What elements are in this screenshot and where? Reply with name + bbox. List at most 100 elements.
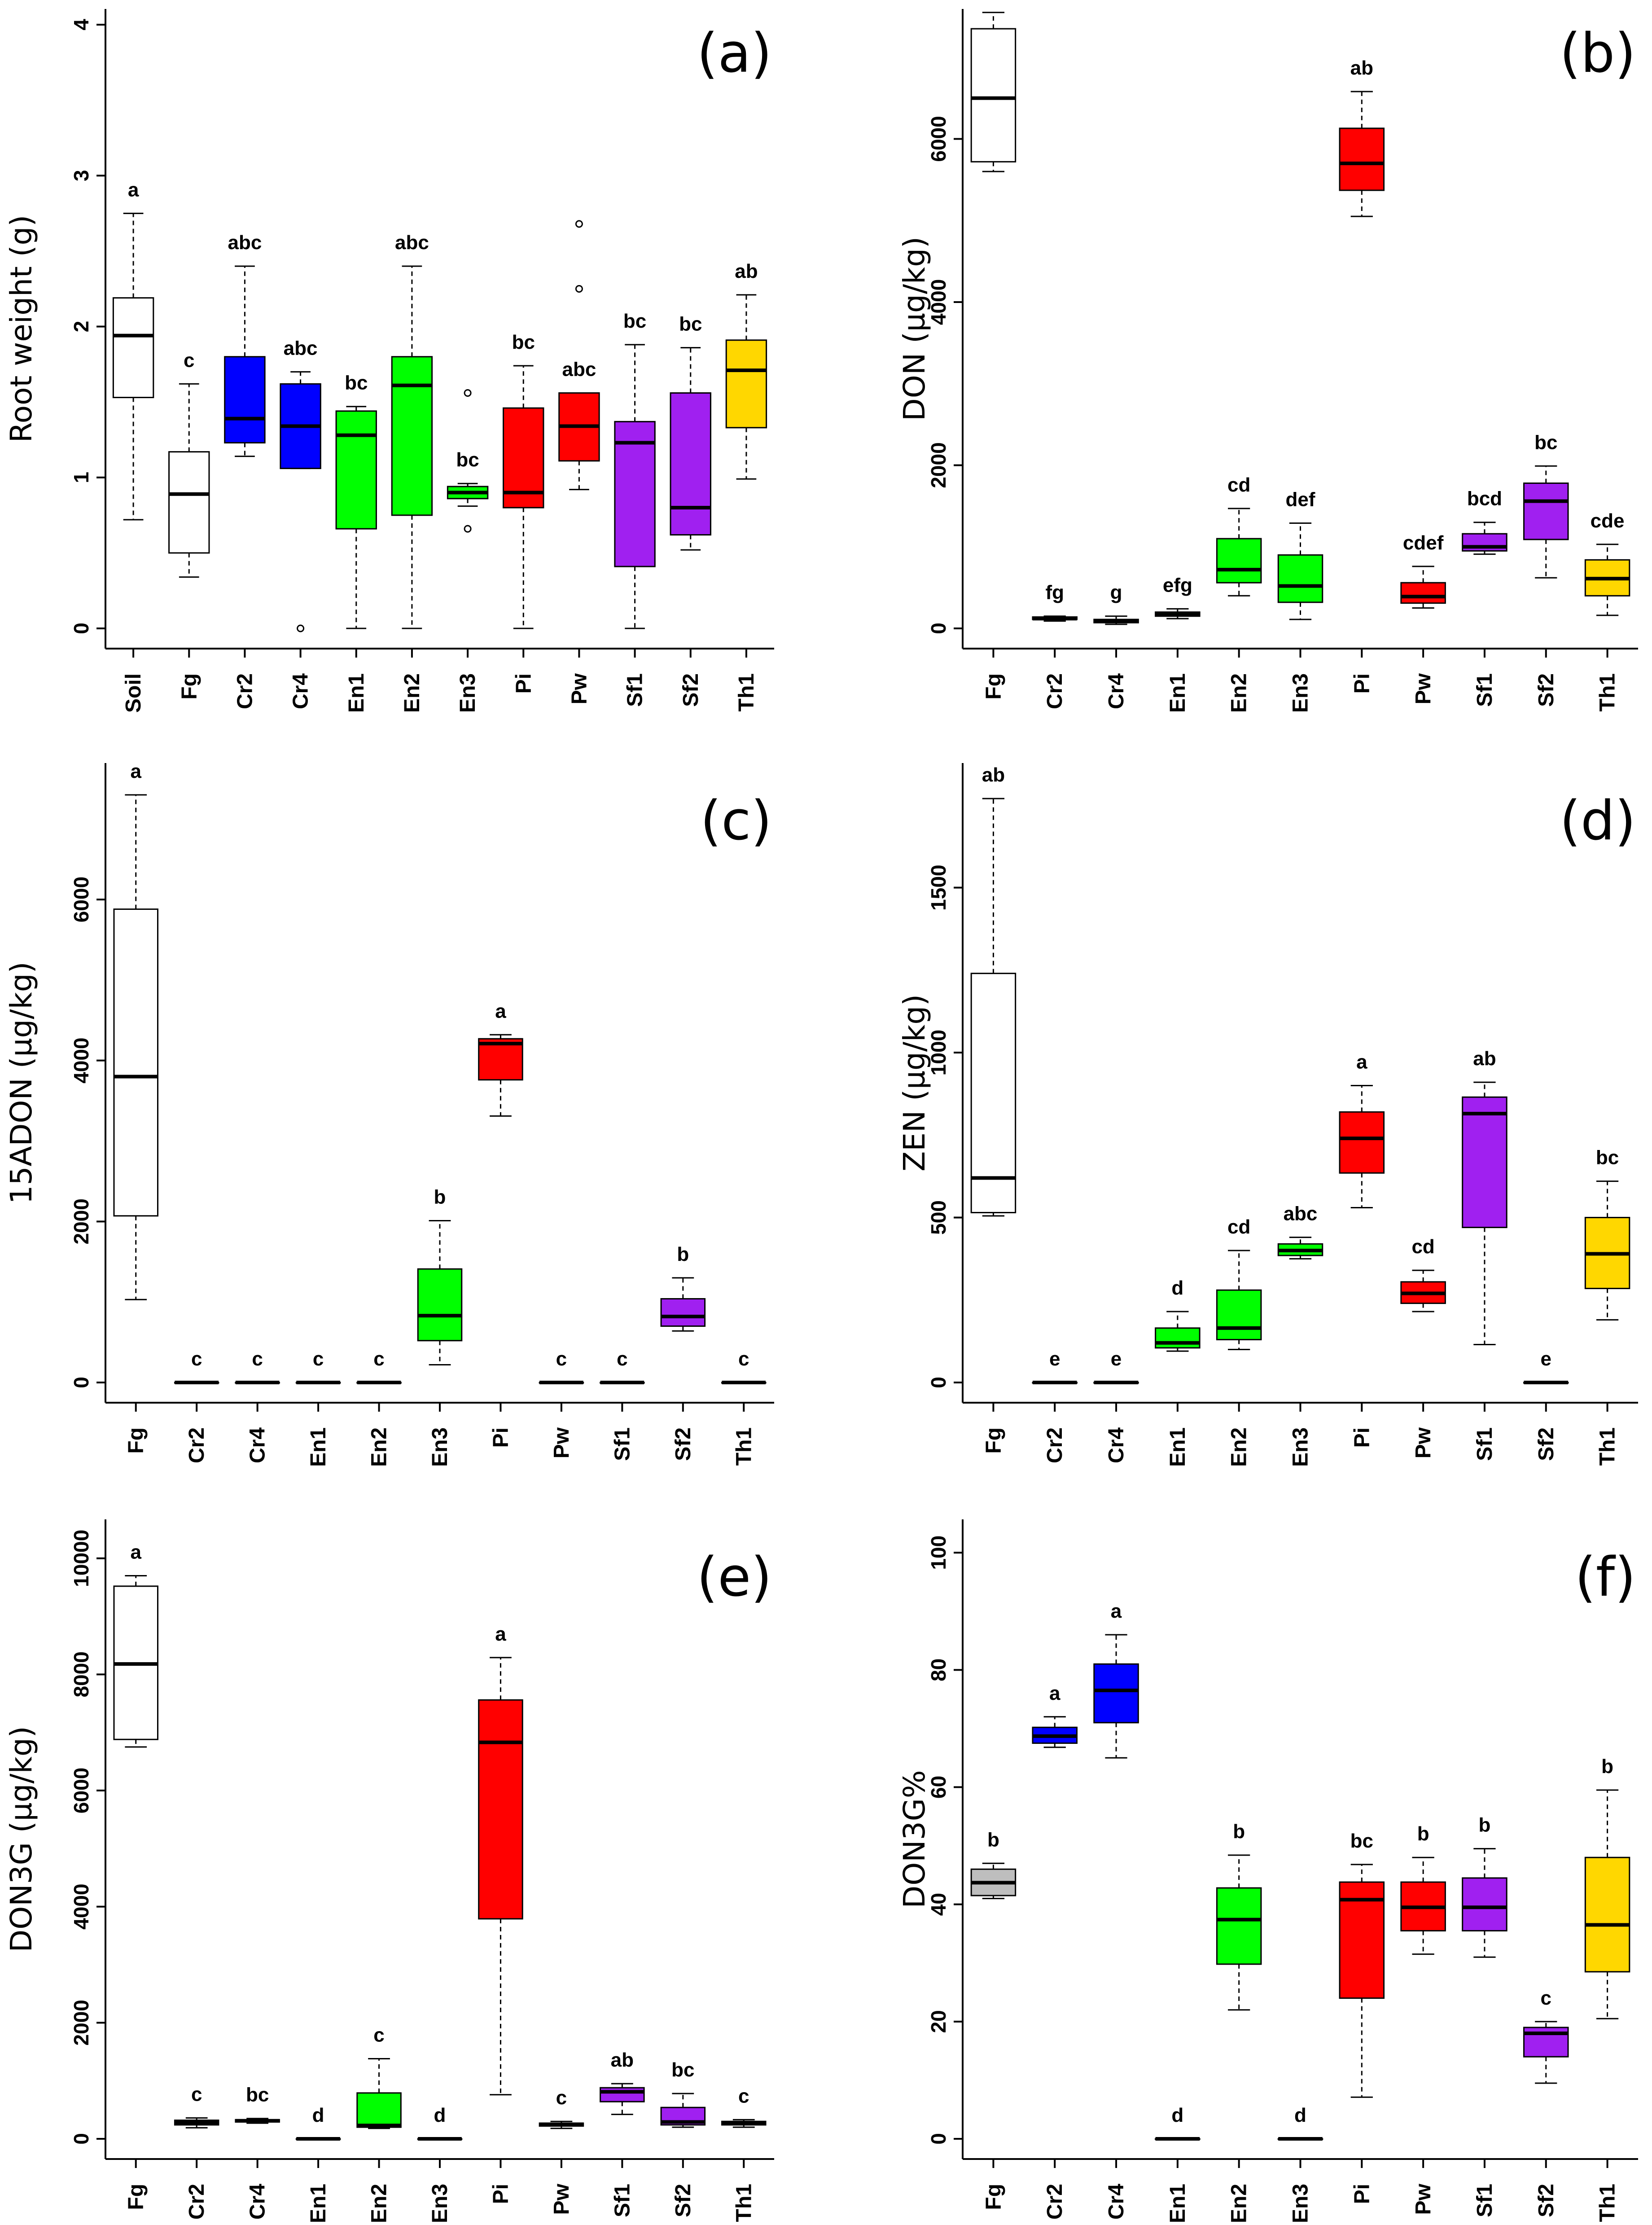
box-Cr2: fg (1032, 582, 1078, 622)
x-tick-label: En3 (1289, 1427, 1313, 1467)
box-Pi: ab (1339, 57, 1385, 217)
x-tick-label: Sf1 (1473, 673, 1497, 707)
box-body (1462, 1877, 1507, 1931)
box-body (168, 451, 210, 554)
box-Pw: abc (558, 220, 600, 491)
box-Cr2: c (174, 2083, 219, 2128)
box-Cr4: c (235, 1348, 280, 1384)
box-body (1462, 1096, 1507, 1229)
box-Pi: bc (503, 331, 544, 629)
box-Th1: ab (725, 260, 767, 480)
significance-letter: a (128, 179, 139, 201)
box-Cr2: c (174, 1348, 219, 1384)
box-body (670, 392, 711, 536)
significance-letter: a (1111, 1600, 1122, 1622)
box-Sf1: c (600, 1348, 645, 1384)
significance-letter: d (312, 2104, 324, 2126)
x-tick-label: Th1 (1596, 1427, 1620, 1466)
x-tick-label: Fg (124, 2184, 148, 2210)
significance-letter: b (677, 1243, 689, 1265)
panel-title: (d) (1560, 790, 1636, 852)
x-tick-label: Pw (550, 1427, 574, 1458)
panel-title: (e) (697, 1546, 772, 1609)
x-tick-label: Sf2 (671, 1427, 695, 1461)
significance-letter: c (1541, 1987, 1551, 2009)
box-Pw: cdef (1400, 532, 1446, 609)
x-tick-label: En1 (307, 2184, 330, 2223)
y-tick-label: 4000 (927, 279, 950, 325)
x-tick-label: En3 (456, 673, 480, 713)
y-tick-label: 0 (927, 623, 950, 634)
y-tick-label: 4000 (70, 1037, 93, 1083)
significance-letter: b (987, 1829, 999, 1851)
box-body (970, 28, 1017, 162)
significance-letter: b (434, 1186, 446, 1208)
x-tick-label: Cr4 (1104, 2184, 1128, 2220)
panel-title: (a) (697, 22, 772, 85)
x-tick-label: Cr4 (1104, 673, 1128, 709)
box-Pw: b (1400, 1823, 1446, 1955)
x-tick-label: Pi (1350, 1427, 1374, 1448)
box-En1: bc (335, 372, 377, 629)
x-tick-label: Sf2 (1534, 2184, 1558, 2217)
box-Sf2: e (1523, 1348, 1569, 1384)
box-En3: d (1277, 2104, 1323, 2141)
significance-letter: ab (1350, 57, 1373, 79)
y-tick-label: 1500 (927, 865, 950, 910)
x-tick-label: En2 (368, 2184, 391, 2223)
box-body (600, 2087, 645, 2102)
x-tick-label: Pi (489, 1427, 513, 1448)
x-tick-label: En1 (1166, 1427, 1190, 1467)
box-Cr4: abc (280, 337, 321, 632)
panel-b: 0 2000 4000 6000 DON (µg/kg) (b) a Fg fg Cr2 g Cr4 e… (897, 9, 1638, 713)
box-En2: b (1216, 1821, 1262, 2011)
box-Fg: b (970, 1829, 1017, 1900)
box-Fg: ab (970, 764, 1017, 1217)
box-body (391, 356, 433, 516)
significance-letter: bc (512, 331, 535, 353)
panel-a: 0 1 2 3 4 Root weight (g) (a) a Soil c Fg abc Cr2 abc… (4, 9, 774, 713)
box-Fg: a (113, 1541, 158, 1748)
y-axis-label: ZEN (µg/kg) (897, 994, 932, 1172)
y-tick-label: 0 (927, 1377, 950, 1388)
y-tick-label: 1000 (927, 1030, 950, 1075)
significance-letter: b (1479, 1814, 1491, 1836)
x-tick-label: Fg (982, 673, 1005, 700)
box-Pw: c (539, 2087, 584, 2129)
y-axis-label: DON3G% (897, 1770, 932, 1909)
significance-letter: abc (1284, 1203, 1318, 1225)
significance-letter: e (1541, 1348, 1551, 1370)
y-axis-label: DON (µg/kg) (897, 237, 932, 421)
x-tick-label: Sf2 (1534, 673, 1558, 707)
box-Pw: c (539, 1348, 584, 1384)
box-Cr4: e (1093, 1348, 1139, 1384)
panel-d: 0 500 1000 1500 ZEN (µg/kg) (d) ab Fg e Cr2 e Cr4 d E… (897, 763, 1638, 1467)
box-Cr2: abc (224, 232, 266, 457)
significance-letter: c (738, 2085, 749, 2107)
box-Th1: c (721, 2085, 767, 2128)
box-Sf2: bc (670, 313, 711, 551)
box-Fg: a (970, 12, 1017, 172)
panel-f: 0 20 40 60 80 100 DON3G% (f) b Fg a Cr2 a Cr4 d En1 b En2… (897, 1519, 1638, 2223)
box-body (614, 421, 656, 567)
box-body (478, 1699, 523, 1920)
y-axis-label: Root weight (g) (4, 215, 39, 443)
y-tick-label: 0 (70, 623, 93, 634)
significance-letter: a (130, 1541, 141, 1563)
x-tick-label: Cr4 (289, 673, 313, 709)
box-Pi: bc (1339, 1830, 1385, 2098)
significance-letter: cd (1227, 1216, 1250, 1238)
x-tick-label: Cr2 (1043, 2184, 1067, 2220)
box-body (725, 339, 767, 429)
x-tick-label: Sf2 (671, 2184, 695, 2217)
box-Sf2: bc (660, 2059, 706, 2128)
box-En3: abc (1277, 1203, 1323, 1260)
x-tick-label: Cr4 (246, 1427, 270, 1463)
y-tick-label: 8000 (70, 1651, 93, 1697)
outlier-point (297, 624, 305, 632)
x-tick-label: Pw (550, 2183, 574, 2215)
y-axis-label: 15ADON (µg/kg) (4, 962, 39, 1204)
outlier-point (575, 220, 583, 228)
x-tick-label: Pw (1411, 2183, 1435, 2215)
